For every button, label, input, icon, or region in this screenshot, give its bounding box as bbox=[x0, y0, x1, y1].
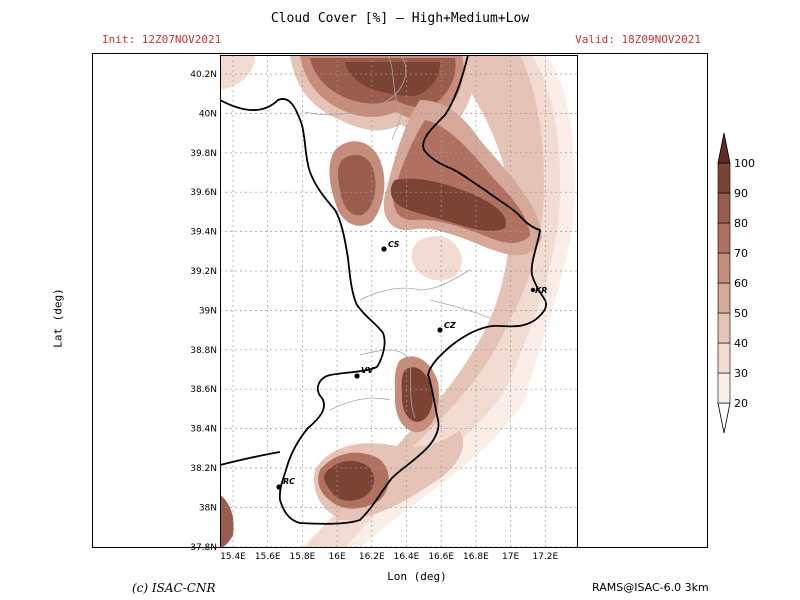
y-axis-label: Lat (deg) bbox=[51, 288, 65, 348]
coast-ionian bbox=[422, 55, 548, 421]
cloud-aspromonte-core bbox=[324, 460, 375, 501]
cloud-band-east-outer bbox=[300, 55, 575, 548]
colorbar-label: 30 bbox=[734, 367, 748, 380]
model-label: RAMS@ISAC-6.0 3km bbox=[592, 581, 709, 594]
colorbar-label: 60 bbox=[734, 277, 748, 290]
city-reggio-calabria: RC bbox=[276, 477, 295, 490]
graticule bbox=[220, 55, 578, 548]
cloud-band-west-edge bbox=[220, 55, 255, 90]
lat-tick-label: 37.8N bbox=[190, 543, 217, 553]
cloud-north-peak bbox=[345, 62, 440, 96]
colorbar-segment bbox=[717, 192, 731, 224]
lon-tick-label: 16.6E bbox=[428, 552, 454, 562]
colorbar-min-triangle bbox=[717, 402, 731, 434]
lon-tick-label: 16E bbox=[329, 552, 346, 562]
colorbar-segment bbox=[717, 222, 731, 254]
colorbar-segment bbox=[717, 252, 731, 284]
init-time-label: Init: 12Z07NOV2021 bbox=[102, 33, 222, 46]
coast-tyrrhenian-north bbox=[220, 98, 386, 368]
city-crotone: KR bbox=[530, 286, 547, 295]
lon-tick-label: 16.4E bbox=[394, 552, 420, 562]
colorbar-segment bbox=[717, 312, 731, 344]
map-area: CS KR CZ VV RC bbox=[220, 55, 578, 548]
lat-tick-label: 40.2N bbox=[190, 70, 217, 80]
lon-tick-label: 16.8E bbox=[463, 552, 489, 562]
chart-title: Cloud Cover [%] — High+Medium+Low bbox=[270, 11, 530, 26]
lat-tick-label: 39.8N bbox=[190, 149, 217, 159]
lon-tick-label: 15.4E bbox=[220, 552, 246, 562]
colorbar-label: 40 bbox=[734, 337, 748, 350]
cloud-sicily-corner bbox=[220, 495, 234, 548]
colorbar-label: 20 bbox=[734, 397, 748, 410]
lat-tick-labels: 40.2N 40N 39.8N 39.6N 39.4N 39.2N 39N 38.8N 38.6… bbox=[190, 70, 217, 553]
city-markers: CS KR CZ VV RC bbox=[276, 240, 547, 490]
colorbar-label: 80 bbox=[734, 217, 748, 230]
coast-sicily bbox=[220, 451, 281, 466]
lat-tick-label: 38.6N bbox=[190, 385, 217, 395]
colorbar-max-triangle bbox=[717, 132, 731, 164]
lat-tick-label: 39.2N bbox=[190, 267, 217, 277]
copyright-label: (c) ISAC-CNR bbox=[132, 581, 216, 595]
city-label: CS bbox=[388, 240, 400, 249]
city-label: RC bbox=[283, 477, 295, 486]
city-label: CZ bbox=[444, 321, 456, 330]
colorbar-segment bbox=[717, 162, 731, 194]
cloud-central-light bbox=[411, 236, 462, 281]
lon-tick-label: 17.2E bbox=[532, 552, 558, 562]
lat-tick-label: 38.4N bbox=[190, 425, 217, 435]
lat-tick-label: 40N bbox=[199, 109, 217, 119]
lat-tick-label: 39.4N bbox=[190, 228, 217, 238]
city-vibo-valentia: VV bbox=[354, 366, 374, 379]
city-label: KR bbox=[535, 286, 547, 295]
region-borders bbox=[304, 55, 491, 419]
colorbar-label: 100 bbox=[734, 157, 755, 170]
x-axis-label: Lon (deg) bbox=[387, 570, 447, 583]
cloud-south-core bbox=[401, 367, 433, 422]
lon-tick-labels: 15.4E 15.6E 15.8E 16E 16.2E 16.4E 16.6E 16.8E 17… bbox=[220, 552, 558, 562]
map-frame bbox=[220, 55, 578, 548]
lon-tick-label: 15.8E bbox=[290, 552, 316, 562]
city-label: VV bbox=[361, 366, 374, 375]
coast-tyrrhenian-south bbox=[278, 366, 440, 525]
colorbar-label: 90 bbox=[734, 187, 748, 200]
cloud-west-core bbox=[338, 154, 376, 216]
lat-tick-label: 38N bbox=[199, 503, 217, 513]
lat-tick-label: 38.2N bbox=[190, 464, 217, 474]
colorbar-label: 50 bbox=[734, 307, 748, 320]
valid-time-label: Valid: 18Z09NOV2021 bbox=[575, 33, 701, 46]
lat-tick-label: 38.8N bbox=[190, 346, 217, 356]
lon-tick-label: 16.2E bbox=[359, 552, 385, 562]
colorbar: 20 30 40 50 60 70 80 90 100 bbox=[717, 132, 755, 434]
colorbar-segment bbox=[717, 372, 731, 404]
cloud-band-east-inner bbox=[335, 55, 544, 520]
colorbar-label: 70 bbox=[734, 247, 748, 260]
cloud-ne-core bbox=[390, 178, 506, 231]
lon-tick-label: 17E bbox=[502, 552, 519, 562]
coastline bbox=[220, 55, 548, 525]
lat-tick-label: 39.6N bbox=[190, 188, 217, 198]
city-cosenza: CS bbox=[381, 240, 400, 252]
colorbar-segment bbox=[717, 342, 731, 374]
lat-tick-label: 39N bbox=[199, 306, 217, 316]
lon-tick-label: 15.6E bbox=[255, 552, 281, 562]
city-catanzaro: CZ bbox=[437, 321, 456, 333]
colorbar-segment bbox=[717, 282, 731, 314]
